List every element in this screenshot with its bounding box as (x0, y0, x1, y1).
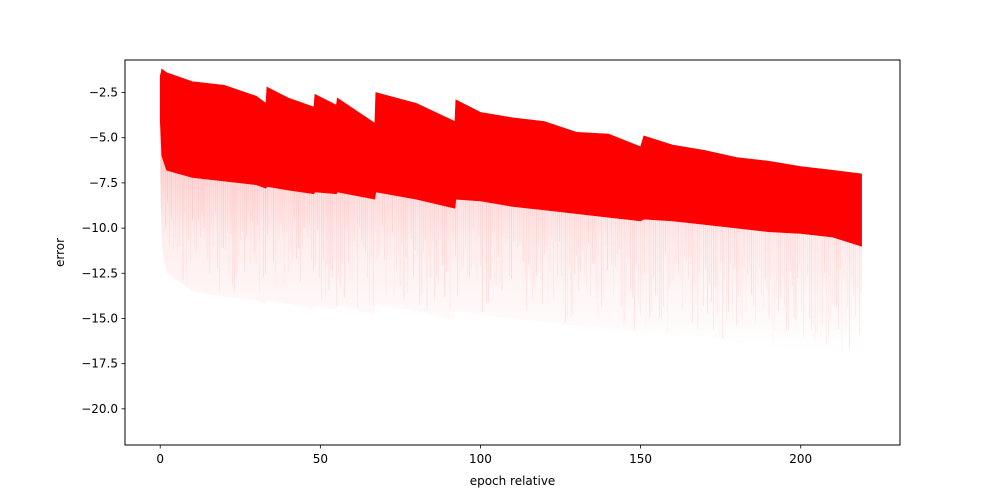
y-axis-label: error (53, 238, 67, 267)
y-tick-label: −17.5 (81, 357, 118, 371)
y-tick-label: −15.0 (81, 311, 118, 325)
error-faint-tail (160, 119, 862, 355)
axes-frame (124, 59, 901, 446)
y-axis: −2.5 −5.0 −7.5 −10.0 −12.5 −15.0 −17.5 −20.0 (81, 86, 125, 416)
x-tick-label: 150 (629, 452, 652, 466)
y-tick-label: −5.0 (89, 131, 118, 145)
y-tick-label: −12.5 (81, 266, 118, 280)
x-tick-label: 200 (789, 452, 812, 466)
x-tick-label: 0 (156, 452, 164, 466)
x-tick-label: 100 (469, 452, 492, 466)
error-streaks (161, 155, 862, 350)
y-tick-label: −2.5 (89, 86, 118, 100)
y-tick-label: −10.0 (81, 221, 118, 235)
plot-area (159, 68, 862, 355)
y-tick-label: −20.0 (81, 402, 118, 416)
error-dense-band (159, 68, 862, 247)
x-axis-label: epoch relative (470, 474, 556, 488)
x-axis: 0 50 100 150 200 (156, 445, 812, 466)
y-tick-label: −7.5 (89, 176, 118, 190)
x-tick-label: 50 (313, 452, 328, 466)
